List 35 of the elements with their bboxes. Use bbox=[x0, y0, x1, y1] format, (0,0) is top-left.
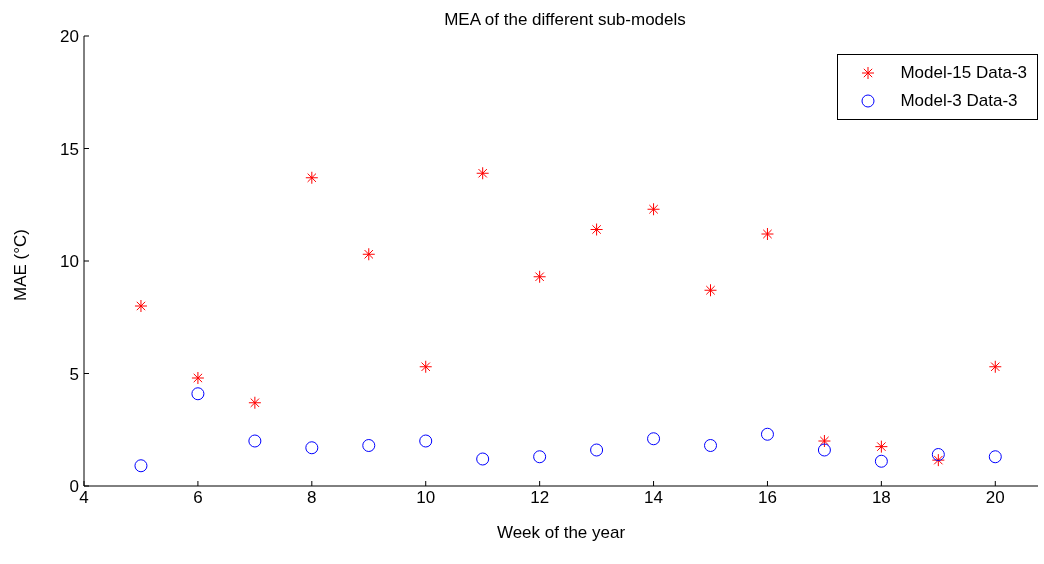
y-tick-label: 20 bbox=[60, 27, 79, 47]
point bbox=[647, 432, 661, 446]
point bbox=[704, 439, 718, 452]
y-tick-label: 5 bbox=[69, 364, 79, 384]
y-tick-label: 10 bbox=[60, 252, 79, 272]
x-axis-title: Week of the year bbox=[496, 523, 626, 542]
legend-label: Model-15 Data-3 bbox=[900, 63, 1027, 83]
point bbox=[988, 450, 1002, 464]
point bbox=[191, 387, 205, 401]
point bbox=[760, 427, 774, 441]
x-tick-label: 6 bbox=[193, 488, 203, 508]
x-tick-label: 14 bbox=[644, 488, 664, 508]
point bbox=[134, 459, 148, 473]
point bbox=[419, 434, 433, 448]
y-axis-title: MAE (°C) bbox=[11, 229, 31, 301]
point bbox=[874, 454, 888, 468]
point bbox=[476, 452, 490, 466]
point bbox=[362, 439, 376, 452]
point bbox=[248, 434, 262, 448]
point bbox=[533, 450, 547, 464]
point bbox=[590, 443, 604, 457]
point bbox=[931, 448, 945, 461]
x-tick-label: 20 bbox=[985, 488, 1005, 508]
y-tick-label: 15 bbox=[60, 139, 79, 159]
x-tick-label: 4 bbox=[79, 488, 89, 508]
legend-label: Model-3 Data-3 bbox=[900, 91, 1018, 111]
point bbox=[305, 441, 319, 455]
x-tick-label: 18 bbox=[871, 488, 891, 508]
point bbox=[817, 443, 831, 457]
x-tick-label: 12 bbox=[530, 488, 550, 508]
chart-title: MEA of the different sub-models bbox=[443, 10, 687, 30]
x-tick-label: 10 bbox=[416, 488, 436, 508]
x-tick-label: 8 bbox=[307, 488, 317, 508]
x-tick-label: 16 bbox=[758, 488, 777, 508]
y-tick-label: 0 bbox=[69, 477, 79, 497]
